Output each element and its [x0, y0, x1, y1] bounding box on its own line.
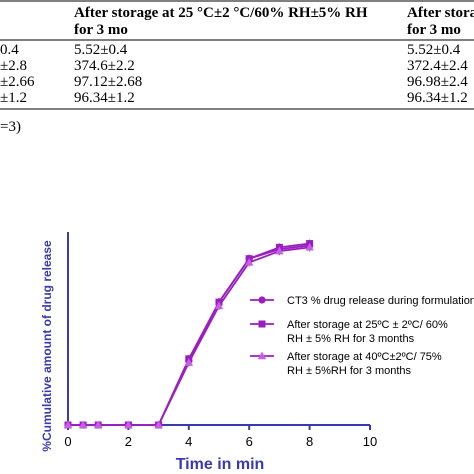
table-header-col3-line2: for 3 mo [407, 22, 461, 38]
data-point [275, 246, 284, 255]
table-cell: 96.98±2.4 [407, 74, 468, 90]
table-cell: ±2.66 [0, 74, 35, 90]
data-point [124, 420, 133, 429]
table-cell: 5.52±0.4 [74, 42, 128, 58]
legend-label: After storage at 40ºC±2ºC/ 75% [287, 351, 442, 363]
table-cell: 0.4 [0, 42, 19, 58]
x-tick-label: 8 [306, 434, 313, 449]
table-cell: 5.52±0.4 [407, 42, 461, 58]
legend: CT3 % drug release during formulation Aft… [250, 295, 474, 377]
data-point [94, 420, 103, 429]
table-header-col2-line1: After storage at 25 °C±2 °C/60% RH±5% RH [74, 5, 368, 21]
legend-item-2: After storage at 25ºC ± 2ºC/ 60% RH ± 5% … [250, 319, 448, 345]
table-cell: 96.34±1.2 [407, 90, 468, 106]
x-tick-label: 6 [246, 434, 253, 449]
legend-label: RH ± 5% RH for 3 months [287, 333, 415, 345]
series-1 [64, 241, 314, 429]
legend-label: After storage at 25ºC ± 2ºC/ 60% [287, 319, 448, 331]
table-cell: 372.4±2.4 [407, 58, 468, 74]
series-line [68, 242, 310, 426]
data-point [245, 257, 254, 266]
y-axis-title: %Cumulative amount of drug release [40, 240, 54, 452]
legend-item-1: CT3 % drug release during formulation [250, 295, 474, 307]
table-header-col3-line1: After storag [407, 5, 474, 21]
x-tick-label: 0 [64, 434, 71, 449]
series-2 [64, 239, 314, 429]
x-tick-label: 4 [185, 434, 192, 449]
x-axis-title: Time in min [176, 456, 265, 473]
data-point [154, 420, 163, 429]
line-chart: %Cumulative amount of drug release Time … [40, 232, 474, 473]
data-table: After storage at 25 °C±2 °C/60% RH±5% RH… [0, 0, 474, 135]
x-tick-label: 10 [363, 434, 377, 449]
data-point [258, 320, 266, 328]
series-layer [63, 239, 314, 429]
table-footnote: =3) [0, 119, 21, 135]
table-cell: ±2.8 [0, 58, 27, 74]
x-tick-label: 2 [125, 434, 132, 449]
data-point [257, 351, 267, 360]
series-line [68, 244, 310, 426]
legend-item-3: After storage at 40ºC±2ºC/ 75% RH ± 5%RH … [250, 351, 442, 377]
table-cell: 96.34±1.2 [74, 90, 135, 106]
legend-label: RH ± 5%RH for 3 months [287, 365, 412, 377]
data-point [214, 301, 224, 310]
series-3 [63, 242, 314, 429]
series-line [68, 246, 310, 426]
data-point [184, 358, 193, 366]
data-point [258, 296, 266, 304]
data-point [63, 420, 73, 429]
table-cell: 374.6±2.2 [74, 58, 135, 74]
table-header-col2-line2: for 3 mo [74, 22, 128, 38]
data-point [78, 420, 88, 429]
legend-label: CT3 % drug release during formulation [287, 295, 474, 307]
table-cell: 97.12±2.68 [74, 74, 142, 90]
data-point [305, 242, 314, 251]
table-cell: ±1.2 [0, 90, 27, 106]
